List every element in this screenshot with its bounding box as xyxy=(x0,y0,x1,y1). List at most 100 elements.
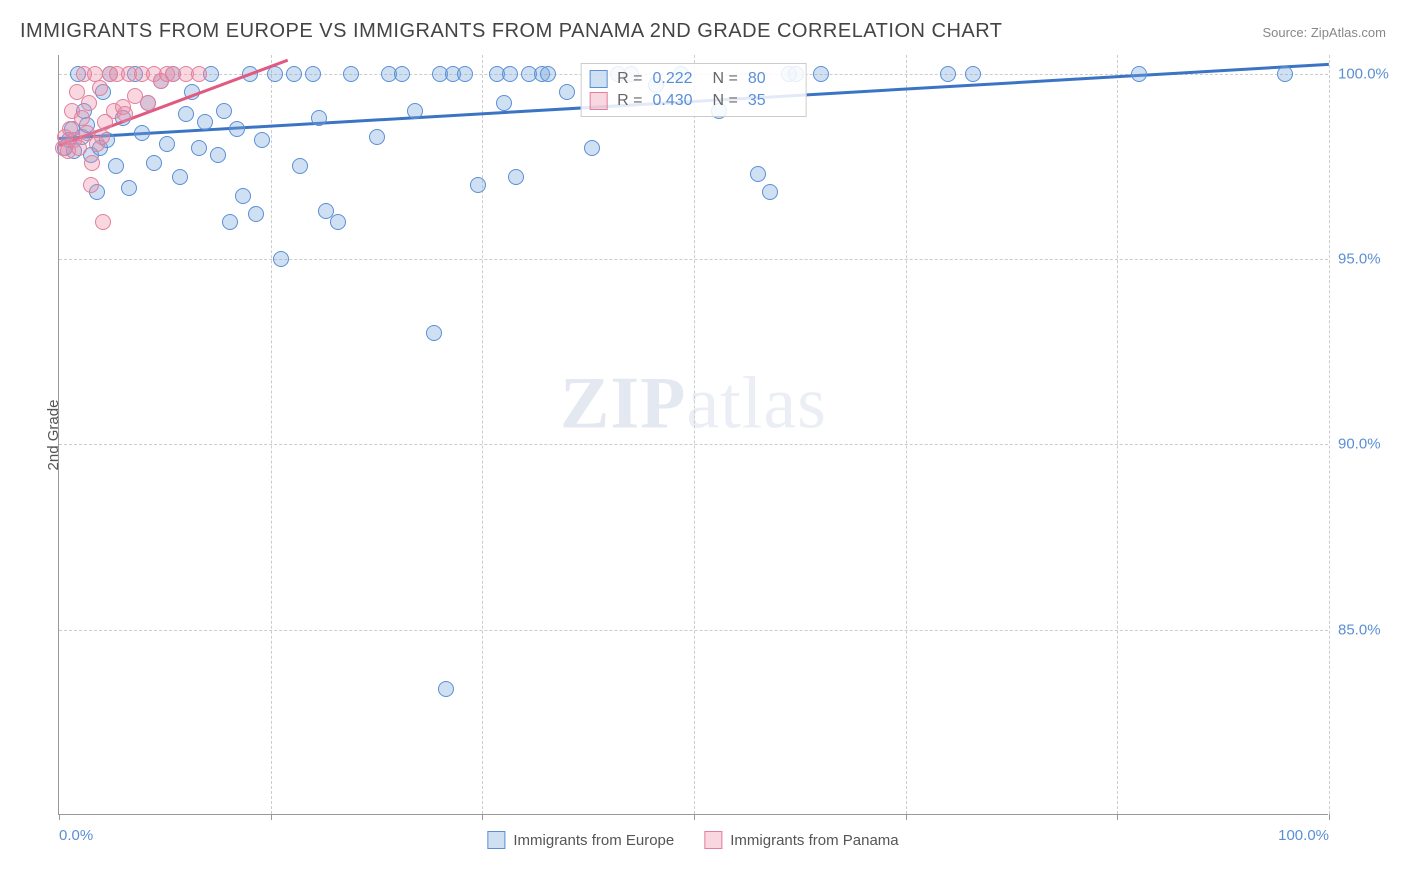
data-point-europe xyxy=(584,140,600,156)
data-point-europe xyxy=(407,103,423,119)
x-tick-mark xyxy=(59,814,60,820)
data-point-europe xyxy=(496,95,512,111)
data-point-europe xyxy=(229,121,245,137)
x-tick-mark xyxy=(482,814,483,820)
legend-label-panama: Immigrants from Panama xyxy=(730,832,898,849)
data-point-panama xyxy=(87,66,103,82)
n-label: N = xyxy=(713,92,738,110)
data-point-europe xyxy=(330,214,346,230)
data-point-panama xyxy=(95,214,111,230)
data-point-panama xyxy=(92,80,108,96)
data-point-panama xyxy=(81,95,97,111)
data-point-europe xyxy=(762,184,778,200)
data-point-europe xyxy=(235,188,251,204)
watermark-zip: ZIP xyxy=(560,363,686,445)
data-point-europe xyxy=(394,66,410,82)
legend-item-europe: Immigrants from Europe xyxy=(487,831,674,849)
data-point-europe xyxy=(216,103,232,119)
x-tick-label: 0.0% xyxy=(59,827,93,844)
x-tick-mark xyxy=(906,814,907,820)
data-point-europe xyxy=(248,206,264,222)
data-point-europe xyxy=(305,66,321,82)
data-point-europe xyxy=(940,66,956,82)
data-point-europe xyxy=(508,169,524,185)
data-point-panama xyxy=(84,155,100,171)
y-tick-label: 95.0% xyxy=(1338,250,1398,267)
data-point-panama xyxy=(94,129,110,145)
watermark-atlas: atlas xyxy=(686,363,827,445)
data-point-europe xyxy=(965,66,981,82)
data-point-panama xyxy=(71,140,87,156)
data-point-europe xyxy=(197,114,213,130)
data-point-europe xyxy=(1277,66,1293,82)
chart-container: 2nd Grade ZIPatlas 85.0%90.0%95.0%100.0%… xyxy=(58,55,1328,815)
r-label: R = xyxy=(617,70,642,88)
stats-row-panama: R = 0.430 N = 35 xyxy=(589,90,798,112)
data-point-panama xyxy=(117,106,133,122)
x-tick-mark xyxy=(271,814,272,820)
data-point-europe xyxy=(311,110,327,126)
data-point-panama xyxy=(140,95,156,111)
plot-area: ZIPatlas 85.0%90.0%95.0%100.0%0.0%100.0%… xyxy=(58,55,1328,815)
n-value-panama: 35 xyxy=(748,92,798,110)
data-point-europe xyxy=(292,158,308,174)
legend-swatch-panama xyxy=(704,831,722,849)
data-point-europe xyxy=(426,325,442,341)
data-point-europe xyxy=(222,214,238,230)
x-tick-label: 100.0% xyxy=(1278,827,1329,844)
data-point-europe xyxy=(369,129,385,145)
source-prefix: Source: xyxy=(1262,25,1310,40)
data-point-europe xyxy=(1131,66,1147,82)
y-tick-label: 85.0% xyxy=(1338,621,1398,638)
chart-title: IMMIGRANTS FROM EUROPE VS IMMIGRANTS FRO… xyxy=(20,20,1003,43)
data-point-europe xyxy=(134,125,150,141)
legend-label-europe: Immigrants from Europe xyxy=(513,832,674,849)
x-tick-mark xyxy=(1117,814,1118,820)
x-tick-mark xyxy=(694,814,695,820)
x-tick-mark xyxy=(1329,814,1330,820)
data-point-europe xyxy=(502,66,518,82)
data-point-europe xyxy=(178,106,194,122)
data-point-europe xyxy=(750,166,766,182)
gridline-v xyxy=(271,55,272,814)
data-point-europe xyxy=(470,177,486,193)
data-point-europe xyxy=(286,66,302,82)
data-point-europe xyxy=(210,147,226,163)
n-label: N = xyxy=(713,70,738,88)
data-point-europe xyxy=(191,140,207,156)
gridline-v xyxy=(1329,55,1330,814)
data-point-europe xyxy=(343,66,359,82)
stats-box: R = 0.222 N = 80 R = 0.430 N = 35 xyxy=(580,63,807,117)
n-value-europe: 80 xyxy=(748,70,798,88)
data-point-panama xyxy=(191,66,207,82)
r-value-europe: 0.222 xyxy=(653,70,703,88)
stats-swatch-europe xyxy=(589,70,607,88)
legend: Immigrants from Europe Immigrants from Pa… xyxy=(487,831,898,849)
data-point-europe xyxy=(121,180,137,196)
data-point-panama xyxy=(74,110,90,126)
legend-swatch-europe xyxy=(487,831,505,849)
r-value-panama: 0.430 xyxy=(653,92,703,110)
stats-row-europe: R = 0.222 N = 80 xyxy=(589,68,798,90)
stats-swatch-panama xyxy=(589,92,607,110)
legend-item-panama: Immigrants from Panama xyxy=(704,831,898,849)
data-point-europe xyxy=(273,251,289,267)
data-point-europe xyxy=(172,169,188,185)
y-tick-label: 90.0% xyxy=(1338,436,1398,453)
data-point-europe xyxy=(813,66,829,82)
data-point-europe xyxy=(438,681,454,697)
y-tick-label: 100.0% xyxy=(1338,65,1398,82)
data-point-panama xyxy=(83,177,99,193)
data-point-europe xyxy=(457,66,473,82)
data-point-europe xyxy=(540,66,556,82)
source-attribution: Source: ZipAtlas.com xyxy=(1262,25,1386,40)
data-point-europe xyxy=(254,132,270,148)
chart-header: IMMIGRANTS FROM EUROPE VS IMMIGRANTS FRO… xyxy=(20,20,1386,43)
gridline-v xyxy=(906,55,907,814)
data-point-europe xyxy=(146,155,162,171)
r-label: R = xyxy=(617,92,642,110)
data-point-europe xyxy=(159,136,175,152)
source-link[interactable]: ZipAtlas.com xyxy=(1311,25,1386,40)
data-point-europe xyxy=(559,84,575,100)
gridline-v xyxy=(694,55,695,814)
